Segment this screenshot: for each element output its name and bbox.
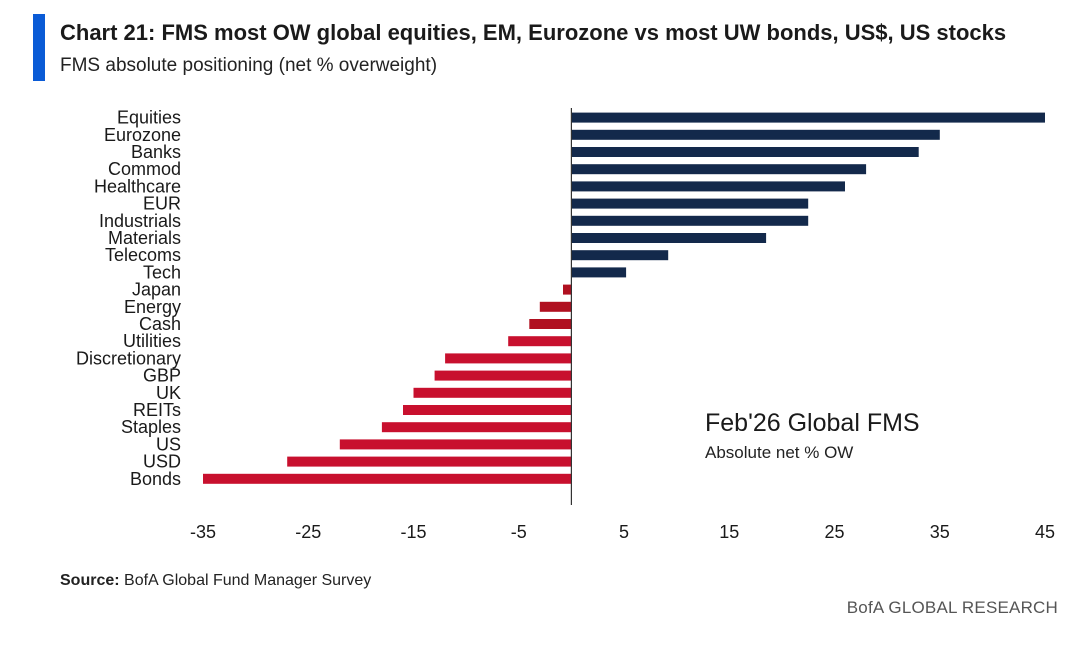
bar-commod: [571, 164, 867, 175]
category-label: Industrials: [99, 211, 181, 231]
category-label: Bonds: [130, 469, 181, 489]
category-label: Utilities: [123, 331, 181, 351]
bar-tech: [571, 267, 627, 278]
bar-discretionary: [445, 353, 572, 364]
category-label: Staples: [121, 417, 181, 437]
category-label: Japan: [132, 280, 181, 300]
bar-usd: [287, 456, 572, 467]
category-label: Tech: [143, 262, 181, 282]
source-text: BofA Global Fund Manager Survey: [124, 572, 372, 589]
category-label: UK: [156, 383, 181, 403]
bar-eur: [571, 198, 809, 209]
x-tick-label: -25: [295, 522, 321, 542]
category-label: Commod: [108, 159, 181, 179]
bar-staples: [381, 422, 572, 433]
bar-bonds: [203, 473, 572, 484]
chart-subtitle: FMS absolute positioning (net % overweig…: [60, 55, 438, 76]
brand-label: BofA GLOBAL RESEARCH: [846, 598, 1058, 617]
x-tick-label: 5: [619, 522, 629, 542]
annotation-subtitle: Absolute net % OW: [705, 443, 853, 462]
bar-industrials: [571, 215, 809, 226]
category-label: Banks: [131, 142, 181, 162]
bar-us: [339, 439, 572, 450]
x-tick-label: -35: [190, 522, 216, 542]
category-label: Discretionary: [76, 348, 181, 368]
bar-eurozone: [571, 129, 940, 140]
chart-title: Chart 21: FMS most OW global equities, E…: [60, 20, 1007, 45]
x-tick-label: 15: [719, 522, 739, 542]
bar-banks: [571, 147, 919, 157]
bar-utilities: [508, 336, 572, 347]
x-tick-label: 45: [1035, 522, 1055, 542]
bar-equities: [571, 112, 1045, 123]
category-label: US: [156, 434, 181, 454]
category-labels: EquitiesEurozoneBanksCommodHealthcareEUR…: [76, 108, 181, 489]
bar-energy: [539, 301, 572, 312]
bar-group: [203, 112, 1045, 484]
category-label: Eurozone: [104, 125, 181, 145]
source-note: Source: BofA Global Fund Manager Survey: [60, 572, 371, 590]
category-label: Materials: [108, 228, 181, 248]
bar-cash: [529, 319, 572, 329]
category-label: Cash: [139, 314, 181, 334]
category-label: Equities: [117, 108, 181, 128]
bar-japan: [563, 284, 572, 295]
bar-reits: [403, 405, 572, 415]
x-tick-label: 25: [824, 522, 844, 542]
bar-gbp: [434, 370, 572, 381]
x-tick-label: -15: [400, 522, 426, 542]
category-label: REITs: [133, 400, 181, 420]
x-tick-label: -5: [511, 522, 527, 542]
x-axis-ticks: -35 -25 -15 -5 5 15 25 35 45: [190, 522, 1055, 542]
bar-telecoms: [571, 250, 669, 261]
x-tick-label: 35: [930, 522, 950, 542]
bar-uk: [413, 387, 572, 398]
bar-healthcare: [571, 181, 845, 192]
category-label: EUR: [143, 194, 181, 214]
source-label: Source:: [60, 572, 120, 589]
bar-materials: [571, 233, 767, 243]
annotation-title: Feb'26 Global FMS: [705, 409, 920, 437]
category-label: USD: [143, 452, 181, 472]
category-label: GBP: [143, 366, 181, 386]
category-label: Energy: [124, 297, 181, 317]
category-label: Telecoms: [105, 245, 181, 265]
title-accent-bar: [33, 14, 45, 81]
category-label: Healthcare: [94, 176, 181, 196]
